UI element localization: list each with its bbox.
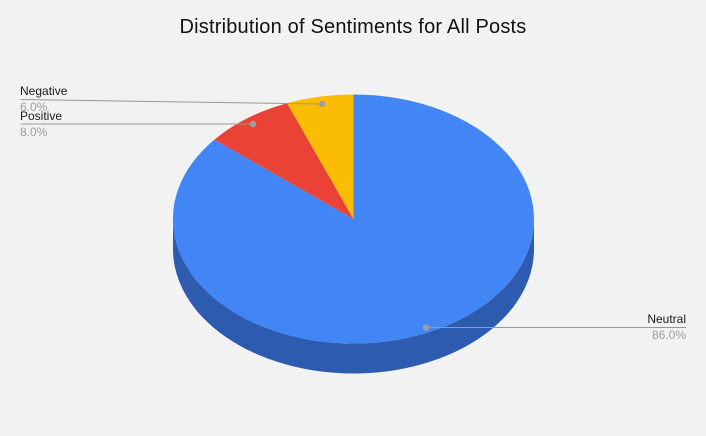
chart-title: Distribution of Sentiments for All Posts	[179, 16, 527, 38]
callout-dot-positive	[249, 120, 257, 128]
callout-dot-neutral	[422, 324, 430, 331]
slice-label-negative: Negative	[20, 84, 68, 98]
callout-dot-negative	[318, 100, 326, 108]
slice-label-positive: Positive	[20, 109, 63, 123]
pie-slice-neutral[interactable]	[172, 94, 534, 344]
slice-label-neutral: Neutral	[647, 312, 686, 326]
callout-line-negative	[20, 99, 323, 105]
slice-pct-positive: 8.0%	[20, 125, 48, 139]
pie-slice-positive[interactable]	[214, 103, 354, 219]
slice-pct-negative: 6.0%	[20, 100, 48, 114]
pie-slice-negative[interactable]	[287, 94, 354, 219]
slice-pct-neutral: 86.0%	[651, 328, 686, 342]
pie-slice-neutral-side	[173, 219, 534, 374]
